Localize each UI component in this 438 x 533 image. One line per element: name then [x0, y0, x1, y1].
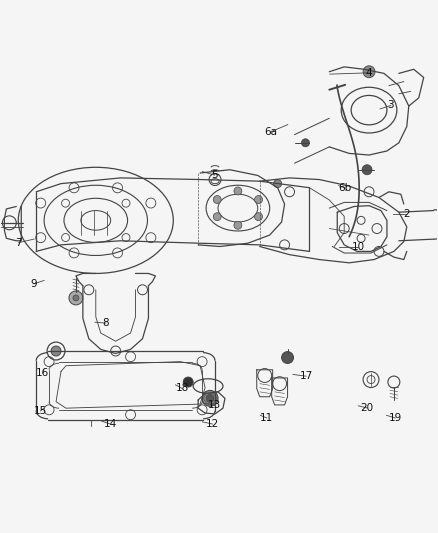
Text: 6b: 6b — [339, 183, 352, 193]
Text: 20: 20 — [360, 403, 374, 413]
Circle shape — [73, 295, 79, 301]
Text: 19: 19 — [389, 413, 402, 423]
Text: 3: 3 — [388, 100, 394, 110]
Circle shape — [51, 346, 61, 356]
Text: 8: 8 — [102, 318, 109, 328]
Text: 12: 12 — [206, 419, 219, 429]
Text: 5: 5 — [212, 170, 218, 180]
Text: 11: 11 — [260, 413, 273, 423]
Text: 18: 18 — [175, 383, 189, 393]
Text: 4: 4 — [366, 68, 372, 78]
Text: 14: 14 — [103, 419, 117, 429]
Circle shape — [234, 187, 242, 195]
Circle shape — [202, 391, 218, 406]
Circle shape — [69, 291, 83, 305]
Circle shape — [282, 352, 293, 364]
Circle shape — [206, 394, 214, 402]
Text: 15: 15 — [34, 406, 47, 416]
Circle shape — [362, 165, 372, 175]
Circle shape — [301, 139, 309, 147]
Circle shape — [254, 213, 262, 221]
Text: 9: 9 — [31, 279, 37, 289]
Text: 17: 17 — [300, 371, 313, 381]
Text: 7: 7 — [15, 238, 22, 247]
Circle shape — [183, 377, 193, 387]
Circle shape — [254, 196, 262, 204]
Text: 2: 2 — [403, 209, 410, 219]
Circle shape — [274, 180, 282, 188]
Text: 6a: 6a — [265, 126, 278, 136]
Circle shape — [234, 221, 242, 229]
Circle shape — [213, 196, 221, 204]
Circle shape — [363, 66, 375, 78]
Text: 13: 13 — [208, 400, 221, 410]
Text: 10: 10 — [352, 242, 365, 252]
Text: 16: 16 — [36, 368, 49, 378]
Circle shape — [213, 213, 221, 221]
